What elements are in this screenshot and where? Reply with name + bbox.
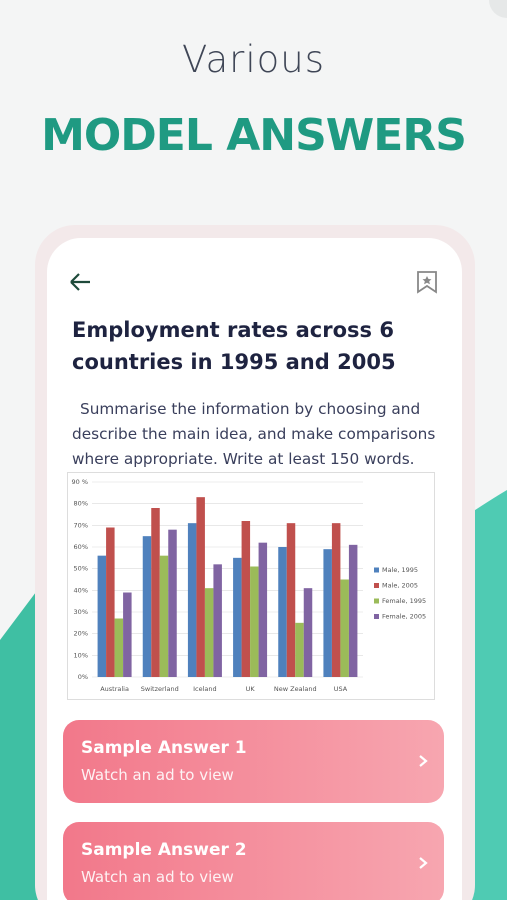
bar [241,521,251,677]
bar [204,588,214,677]
bar [168,529,177,677]
bar [233,557,242,677]
bar [258,542,268,677]
chevron [419,755,428,767]
legend-swatch [374,567,379,573]
chart: 0% 10% 20% 30% 40% 50% 60% 70% 80% 90 % Australia S… [67,472,435,700]
bar [123,592,132,677]
back-button[interactable] [68,271,92,293]
button-title: Sample Answer 1 [81,738,247,758]
subtitle: Various [182,38,325,81]
y-tick-label: 10% [74,651,88,659]
legend-label: Female, 2005 [382,613,426,621]
legend-swatch [374,598,379,604]
y-tick-label: 70% [74,521,88,529]
button-title: Sample Answer 2 [81,840,247,860]
bar [213,564,222,677]
bar [278,547,287,677]
sample-answer-button[interactable]: Sample Answer 2 Watch an ad to view [63,822,444,900]
bar [340,579,349,677]
bar [159,555,169,677]
bar [303,588,313,677]
legend-label: Female, 1995 [382,597,426,605]
bar [151,508,160,677]
legend-swatch [374,614,379,619]
question-title: Employment rates across 6 countries in 1… [72,318,396,374]
bar [323,549,332,677]
y-tick-label: 50% [74,565,88,573]
bar [97,555,107,677]
bar [187,523,197,677]
bar [295,622,304,677]
title: MODEL ANSWERS [41,110,467,161]
x-tick-label: Iceland [193,685,217,693]
y-tick-label: 30% [74,608,88,616]
y-tick-label: 40% [74,586,88,594]
question-prompt: Summarise the information by choosing an… [72,400,436,468]
legend-swatch [374,583,379,588]
y-tick-label: 60% [74,543,88,551]
x-tick-label: USA [334,685,348,693]
x-tick-label: New Zealand [274,685,317,693]
x-tick-label: Australia [100,685,129,693]
bar [348,544,358,677]
y-tick-label: 80% [74,500,88,508]
y-tick-label: 90 % [71,478,88,486]
bookmark-button[interactable] [416,270,438,294]
y-tick-label: 0% [78,673,88,681]
button-subtitle: Watch an ad to view [81,868,234,886]
bar [114,618,124,677]
sample-answer-button[interactable]: Sample Answer 1 Watch an ad to view [63,720,444,803]
chevron [419,857,428,869]
bar [106,527,115,677]
x-tick-label: UK [246,685,256,693]
bar [196,497,205,677]
bar [250,566,259,677]
button-subtitle: Watch an ad to view [81,766,234,784]
y-tick-label: 20% [74,630,88,638]
legend-label: Male, 1995 [382,566,418,574]
legend-label: Male, 2005 [382,582,418,590]
bar [142,536,152,677]
x-tick-label: Switzerland [141,685,179,693]
bar [331,523,341,677]
bar [286,523,296,677]
